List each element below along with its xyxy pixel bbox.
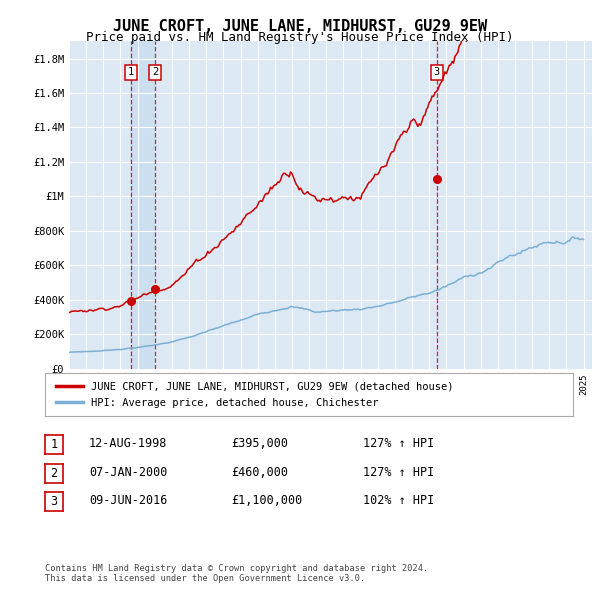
Text: 1: 1 — [128, 67, 134, 77]
Text: 1: 1 — [50, 438, 58, 451]
Text: 3: 3 — [50, 495, 58, 508]
Text: 3: 3 — [434, 67, 440, 77]
Text: 12-AUG-1998: 12-AUG-1998 — [89, 437, 167, 450]
Text: £460,000: £460,000 — [231, 466, 288, 478]
Text: 2: 2 — [50, 467, 58, 480]
Text: 09-JUN-2016: 09-JUN-2016 — [89, 494, 167, 507]
Text: JUNE CROFT, JUNE LANE, MIDHURST, GU29 9EW: JUNE CROFT, JUNE LANE, MIDHURST, GU29 9E… — [113, 19, 487, 34]
Text: 2: 2 — [152, 67, 158, 77]
Text: 127% ↑ HPI: 127% ↑ HPI — [363, 466, 434, 478]
Text: Price paid vs. HM Land Registry's House Price Index (HPI): Price paid vs. HM Land Registry's House … — [86, 31, 514, 44]
Legend: JUNE CROFT, JUNE LANE, MIDHURST, GU29 9EW (detached house), HPI: Average price, : JUNE CROFT, JUNE LANE, MIDHURST, GU29 9E… — [50, 376, 460, 414]
Text: 127% ↑ HPI: 127% ↑ HPI — [363, 437, 434, 450]
Bar — [131, 41, 155, 369]
Text: £1,100,000: £1,100,000 — [231, 494, 302, 507]
Text: Contains HM Land Registry data © Crown copyright and database right 2024.
This d: Contains HM Land Registry data © Crown c… — [45, 563, 428, 583]
Text: 102% ↑ HPI: 102% ↑ HPI — [363, 494, 434, 507]
Text: £395,000: £395,000 — [231, 437, 288, 450]
Text: 07-JAN-2000: 07-JAN-2000 — [89, 466, 167, 478]
